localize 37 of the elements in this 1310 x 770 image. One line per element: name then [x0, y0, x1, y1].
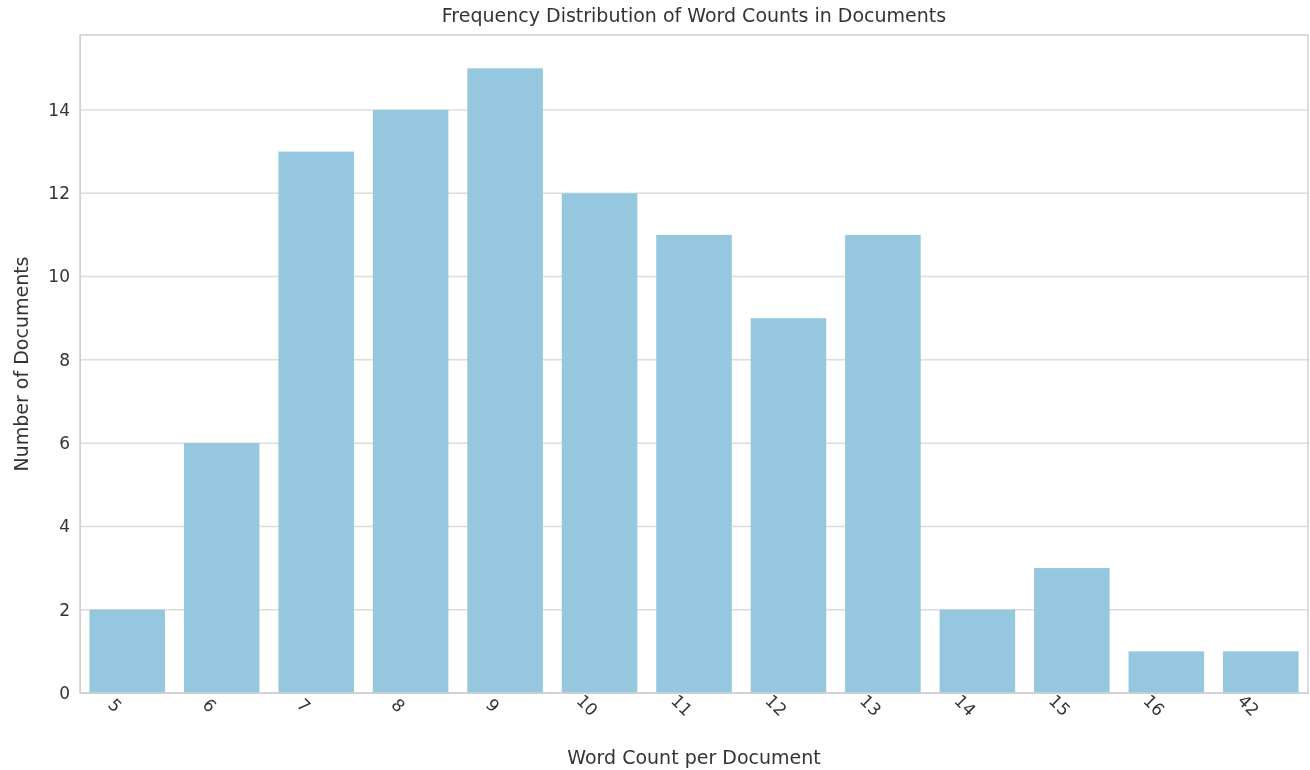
bar [845, 234, 921, 693]
x-tick-label: 14 [950, 690, 980, 720]
y-tick-label: 10 [48, 266, 70, 287]
bar [1222, 651, 1299, 693]
x-tick-label: 6 [198, 694, 221, 717]
y-tick-label: 14 [48, 99, 70, 120]
y-tick-label: 4 [59, 516, 70, 537]
y-tick-label: 2 [59, 599, 70, 620]
bar [89, 609, 166, 693]
x-tick-label: 9 [481, 694, 504, 717]
y-tick-label: 6 [59, 433, 70, 454]
chart-title: Frequency Distribution of Word Counts in Documents [441, 4, 947, 26]
bar [278, 151, 354, 693]
x-tick-label: 15 [1044, 690, 1075, 720]
bar [561, 193, 638, 693]
x-axis-title: Word Count per Document [567, 746, 821, 768]
x-tick-label: 7 [293, 694, 315, 717]
x-tick-label: 42 [1233, 690, 1264, 720]
x-tick-label: 13 [855, 690, 886, 720]
bar [1034, 568, 1110, 693]
y-tick-label: 8 [59, 349, 70, 370]
x-tick-label: 11 [667, 690, 697, 720]
bar [183, 443, 260, 693]
y-axis-title: Number of Documents [10, 256, 32, 472]
bar [939, 609, 1016, 693]
bar [750, 318, 827, 693]
x-tick-label: 10 [572, 690, 603, 720]
x-tick-label: 16 [1139, 690, 1169, 720]
x-tick-label: 12 [761, 690, 791, 720]
x-tick-label: 8 [387, 694, 410, 717]
bar [372, 109, 449, 693]
bar [656, 234, 732, 693]
bar [1128, 651, 1205, 693]
y-tick-label: 0 [59, 682, 70, 703]
bar [467, 68, 543, 693]
x-tick-label: 5 [104, 694, 126, 717]
y-tick-label: 12 [48, 183, 70, 204]
